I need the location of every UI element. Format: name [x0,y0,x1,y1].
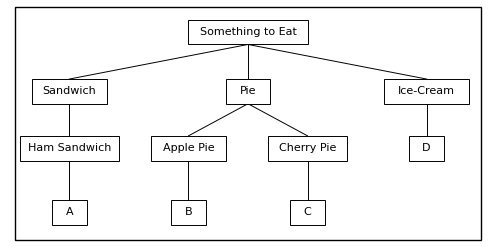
Text: Ham Sandwich: Ham Sandwich [28,143,111,153]
Text: C: C [304,207,311,217]
Text: D: D [422,143,431,153]
FancyBboxPatch shape [32,79,107,104]
Text: B: B [185,207,192,217]
Text: Ice-Cream: Ice-Cream [398,86,455,96]
FancyBboxPatch shape [171,200,206,225]
Text: Cherry Pie: Cherry Pie [279,143,336,153]
FancyBboxPatch shape [188,20,308,44]
FancyBboxPatch shape [384,79,469,104]
Text: Something to Eat: Something to Eat [199,27,297,37]
Text: Apple Pie: Apple Pie [163,143,214,153]
FancyBboxPatch shape [52,200,87,225]
Text: Sandwich: Sandwich [43,86,96,96]
FancyBboxPatch shape [20,136,119,161]
FancyBboxPatch shape [15,7,481,240]
FancyBboxPatch shape [226,79,270,104]
Text: Pie: Pie [240,86,256,96]
FancyBboxPatch shape [151,136,226,161]
FancyBboxPatch shape [409,136,444,161]
Text: A: A [65,207,73,217]
FancyBboxPatch shape [290,200,325,225]
FancyBboxPatch shape [268,136,347,161]
